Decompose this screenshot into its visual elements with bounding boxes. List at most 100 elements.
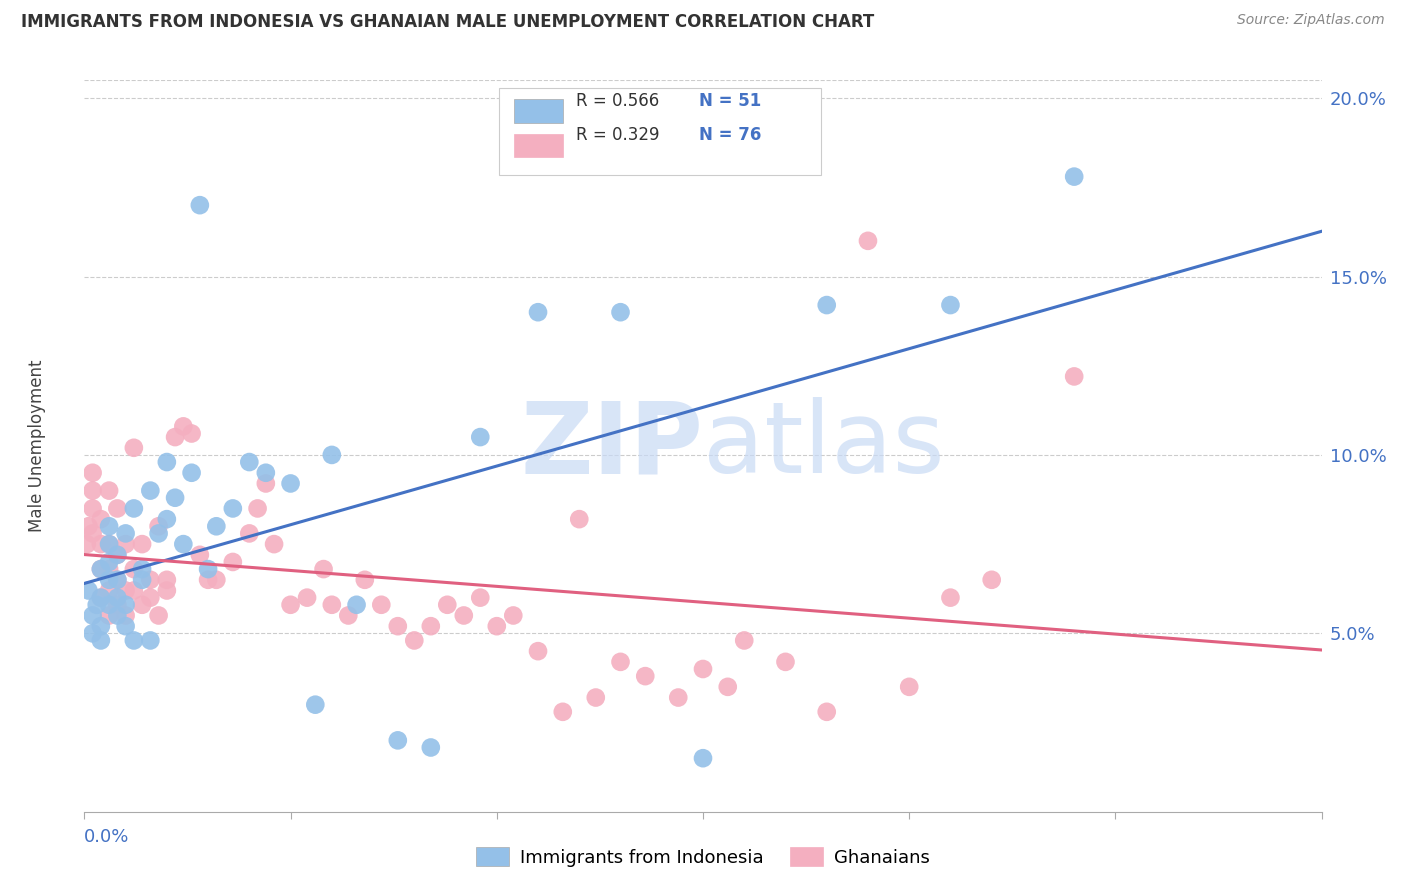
Point bbox=[105, 573, 128, 587]
Point bbox=[139, 483, 162, 498]
Point bbox=[90, 591, 112, 605]
Point bbox=[165, 430, 187, 444]
FancyBboxPatch shape bbox=[499, 87, 821, 176]
Point bbox=[98, 519, 121, 533]
Point bbox=[90, 633, 112, 648]
Point bbox=[122, 562, 145, 576]
Point bbox=[609, 655, 631, 669]
Point bbox=[527, 644, 550, 658]
Point bbox=[98, 598, 121, 612]
Bar bbox=[513, 134, 564, 157]
Point bbox=[254, 466, 277, 480]
Point bbox=[197, 562, 219, 576]
Point bbox=[634, 669, 657, 683]
Point bbox=[156, 512, 179, 526]
Point bbox=[1063, 369, 1085, 384]
Point bbox=[717, 680, 740, 694]
Point bbox=[139, 633, 162, 648]
Point bbox=[502, 608, 524, 623]
Point bbox=[90, 619, 112, 633]
Text: IMMIGRANTS FROM INDONESIA VS GHANAIAN MALE UNEMPLOYMENT CORRELATION CHART: IMMIGRANTS FROM INDONESIA VS GHANAIAN MA… bbox=[21, 13, 875, 31]
Point bbox=[105, 501, 128, 516]
Point bbox=[148, 608, 170, 623]
Point bbox=[122, 501, 145, 516]
Point bbox=[105, 548, 128, 562]
Point bbox=[370, 598, 392, 612]
Point bbox=[815, 705, 838, 719]
Point bbox=[131, 562, 153, 576]
Point bbox=[387, 619, 409, 633]
Point bbox=[205, 573, 228, 587]
Point bbox=[114, 608, 136, 623]
Point bbox=[82, 608, 104, 623]
Point bbox=[246, 501, 269, 516]
Point bbox=[82, 626, 104, 640]
Point bbox=[98, 483, 121, 498]
Point bbox=[263, 537, 285, 551]
Point bbox=[114, 526, 136, 541]
Point bbox=[692, 751, 714, 765]
Point bbox=[122, 633, 145, 648]
Text: R = 0.566: R = 0.566 bbox=[575, 92, 659, 110]
Point bbox=[156, 573, 179, 587]
Point bbox=[90, 591, 112, 605]
Point bbox=[156, 455, 179, 469]
Point bbox=[692, 662, 714, 676]
Point bbox=[82, 483, 104, 498]
Point bbox=[90, 562, 112, 576]
Text: atlas: atlas bbox=[703, 398, 945, 494]
Point bbox=[321, 448, 343, 462]
Point bbox=[139, 591, 162, 605]
Point bbox=[197, 573, 219, 587]
Point bbox=[470, 430, 492, 444]
Point bbox=[485, 619, 508, 633]
Point bbox=[238, 455, 260, 469]
Point bbox=[165, 491, 187, 505]
Point bbox=[939, 298, 962, 312]
Point bbox=[436, 598, 458, 612]
Text: N = 51: N = 51 bbox=[699, 92, 762, 110]
Point bbox=[387, 733, 409, 747]
Point bbox=[98, 555, 121, 569]
Point bbox=[205, 519, 228, 533]
Point bbox=[114, 619, 136, 633]
Point bbox=[312, 562, 335, 576]
Point bbox=[131, 537, 153, 551]
Point bbox=[419, 619, 441, 633]
Point bbox=[404, 633, 426, 648]
Text: Male Unemployment: Male Unemployment bbox=[28, 359, 46, 533]
Bar bbox=[513, 99, 564, 123]
Legend: Immigrants from Indonesia, Ghanaians: Immigrants from Indonesia, Ghanaians bbox=[467, 838, 939, 876]
Point bbox=[898, 680, 921, 694]
Point bbox=[815, 298, 838, 312]
Point bbox=[105, 591, 128, 605]
Point bbox=[98, 583, 121, 598]
Point bbox=[280, 598, 302, 612]
Point bbox=[321, 598, 343, 612]
Point bbox=[222, 555, 245, 569]
Point bbox=[90, 537, 112, 551]
Point bbox=[82, 526, 104, 541]
Point bbox=[148, 526, 170, 541]
Point bbox=[453, 608, 475, 623]
Point bbox=[1063, 169, 1085, 184]
Point bbox=[90, 562, 112, 576]
Point bbox=[98, 537, 121, 551]
Point bbox=[105, 598, 128, 612]
Text: Source: ZipAtlas.com: Source: ZipAtlas.com bbox=[1237, 13, 1385, 28]
Point bbox=[98, 608, 121, 623]
Point bbox=[77, 519, 100, 533]
Text: ZIP: ZIP bbox=[520, 398, 703, 494]
Point bbox=[180, 466, 202, 480]
Point bbox=[295, 591, 318, 605]
Point bbox=[280, 476, 302, 491]
Point bbox=[980, 573, 1002, 587]
Point bbox=[238, 526, 260, 541]
Point bbox=[131, 573, 153, 587]
Point bbox=[98, 573, 121, 587]
Text: 0.0%: 0.0% bbox=[84, 828, 129, 846]
Point bbox=[856, 234, 879, 248]
Point bbox=[188, 198, 211, 212]
Point bbox=[148, 519, 170, 533]
Point bbox=[304, 698, 326, 712]
